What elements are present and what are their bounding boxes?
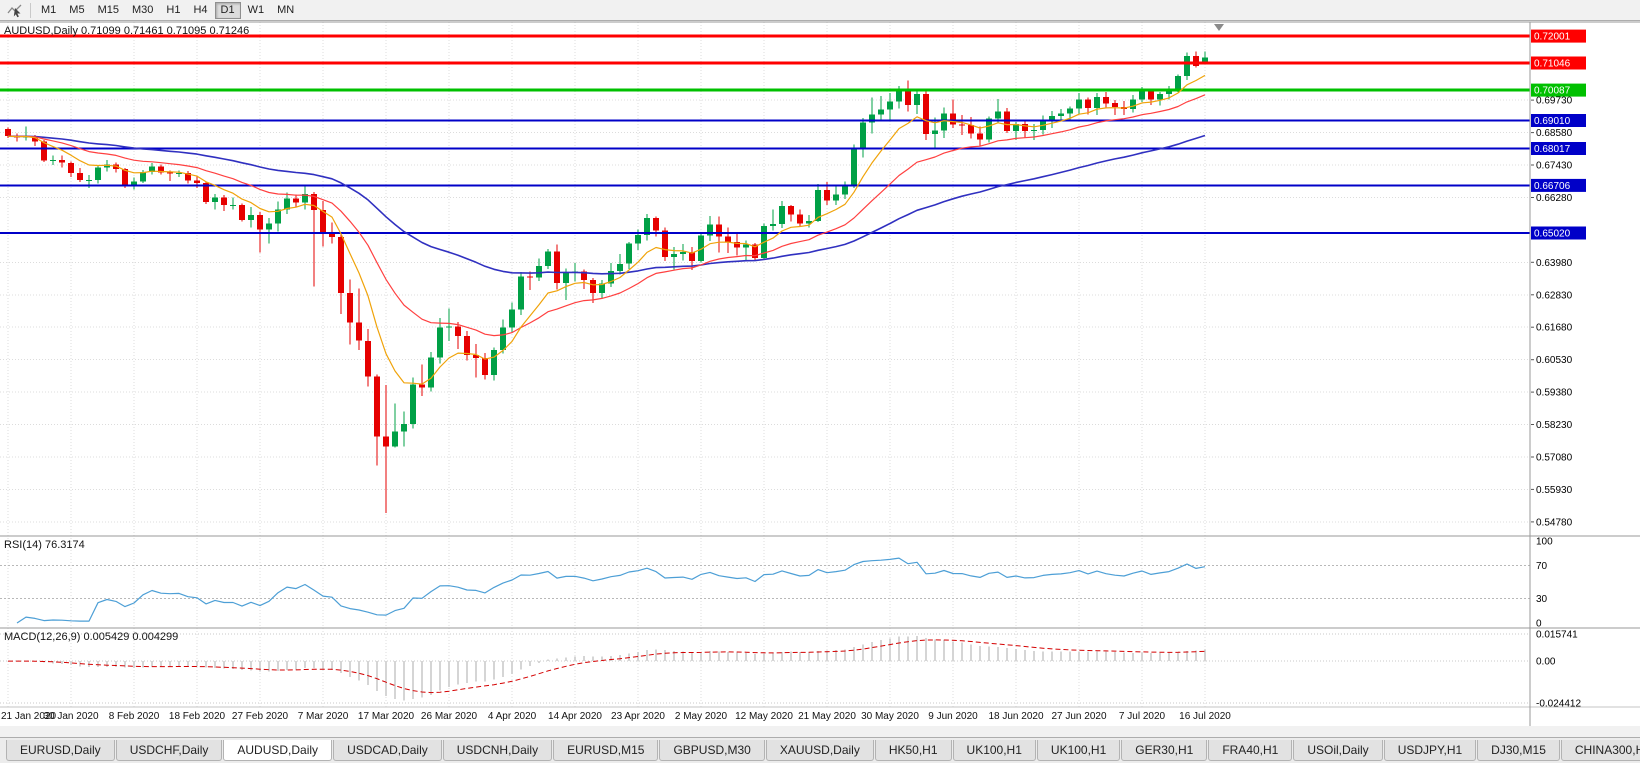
chart-tab-usdcad-daily[interactable]: USDCAD,Daily (333, 740, 442, 761)
macd-indicator-label: MACD(12,26,9) 0.005429 0.004299 (4, 631, 179, 643)
timeframe-button-m5[interactable]: M5 (63, 2, 90, 19)
svg-text:0.68017: 0.68017 (1534, 144, 1571, 155)
svg-text:0.71046: 0.71046 (1534, 59, 1571, 70)
svg-text:0.54780: 0.54780 (1536, 517, 1573, 528)
chart-svg: 0.72001 0.71046 0.70087 0.69010 0.68017 0.667… (0, 21, 1640, 726)
svg-text:0.69730: 0.69730 (1536, 96, 1573, 107)
chart-tab-usdchf-daily[interactable]: USDCHF,Daily (115, 740, 223, 761)
svg-text:0.55930: 0.55930 (1536, 485, 1573, 496)
chart-area[interactable]: 0.72001 0.71046 0.70087 0.69010 0.68017 0.667… (0, 0, 1640, 726)
chart-tab-eurusd-daily[interactable]: EURUSD,Daily (6, 740, 115, 761)
svg-text:16 Jul 2020: 16 Jul 2020 (1179, 711, 1231, 722)
svg-text:9 Jun 2020: 9 Jun 2020 (928, 711, 978, 722)
chart-tab-uk100-h1[interactable]: UK100,H1 (952, 740, 1036, 761)
svg-text:26 Mar 2020: 26 Mar 2020 (421, 711, 478, 722)
svg-text:27 Jun 2020: 27 Jun 2020 (1051, 711, 1106, 722)
svg-text:0.015741: 0.015741 (1536, 630, 1578, 641)
svg-text:8 Feb 2020: 8 Feb 2020 (109, 711, 160, 722)
svg-text:0.68580: 0.68580 (1536, 128, 1573, 139)
chart-tab-dj30-m15[interactable]: DJ30,M15 (1477, 740, 1560, 761)
svg-text:0.67430: 0.67430 (1536, 161, 1573, 172)
svg-text:0.58230: 0.58230 (1536, 420, 1573, 431)
svg-text:0.66280: 0.66280 (1536, 193, 1573, 204)
svg-text:30: 30 (1536, 594, 1548, 605)
svg-text:4 Apr 2020: 4 Apr 2020 (488, 711, 537, 722)
svg-text:0.61680: 0.61680 (1536, 323, 1573, 334)
chart-tab-eurusd-m15[interactable]: EURUSD,M15 (553, 740, 659, 761)
svg-text:0.57080: 0.57080 (1536, 453, 1573, 464)
svg-text:21 Jan 2020: 21 Jan 2020 (1, 711, 56, 722)
svg-text:18 Feb 2020: 18 Feb 2020 (169, 711, 226, 722)
timeframe-button-w1[interactable]: W1 (242, 2, 271, 19)
timeframe-button-d1[interactable]: D1 (214, 1, 241, 19)
rsi-line (16, 557, 1206, 624)
status-strip (0, 726, 1640, 737)
svg-text:30 Jan 2020: 30 Jan 2020 (43, 711, 98, 722)
panel-separators (0, 21, 1640, 726)
timeframe-button-m1[interactable]: M1 (35, 2, 62, 19)
svg-text:0.63980: 0.63980 (1536, 258, 1573, 269)
svg-text:2 May 2020: 2 May 2020 (675, 711, 728, 722)
svg-text:7 Mar 2020: 7 Mar 2020 (298, 711, 349, 722)
svg-text:14 Apr 2020: 14 Apr 2020 (548, 711, 602, 722)
svg-text:0.69010: 0.69010 (1534, 116, 1571, 127)
rsi-indicator-label: RSI(14) 76.3174 (4, 539, 85, 551)
svg-text:27 Feb 2020: 27 Feb 2020 (232, 711, 289, 722)
svg-text:30 May 2020: 30 May 2020 (861, 711, 919, 722)
svg-text:17 Mar 2020: 17 Mar 2020 (358, 711, 415, 722)
svg-text:12 May 2020: 12 May 2020 (735, 711, 793, 722)
toolbar-separator (30, 2, 31, 18)
symbol-ohlc-label: AUDUSD,Daily 0.71099 0.71461 0.71095 0.7… (4, 25, 250, 37)
timeframe-toolbar: M1 M5 M15 M30 H1 H4 D1 W1 MN (0, 0, 1640, 21)
svg-text:0.62830: 0.62830 (1536, 290, 1573, 301)
macd-histogram (16, 636, 1206, 701)
chart-shift-marker-icon (1214, 24, 1224, 31)
svg-text:21 May 2020: 21 May 2020 (798, 711, 856, 722)
svg-text:7 Jul 2020: 7 Jul 2020 (1119, 711, 1166, 722)
chart-tab-ger30-h1[interactable]: GER30,H1 (1121, 740, 1208, 761)
svg-text:0.00: 0.00 (1536, 657, 1556, 668)
chart-tab-usoil-daily[interactable]: USOil,Daily (1293, 740, 1383, 761)
svg-text:0.65020: 0.65020 (1534, 229, 1571, 240)
svg-text:18 Jun 2020: 18 Jun 2020 (988, 711, 1043, 722)
chart-tab-uk100-h1[interactable]: UK100,H1 (1036, 740, 1121, 761)
chart-tab-gbpusd-m30[interactable]: GBPUSD,M30 (659, 740, 765, 761)
svg-text:0.60530: 0.60530 (1536, 355, 1573, 366)
chart-cursor-icon[interactable] (4, 2, 26, 19)
svg-text:0.66706: 0.66706 (1534, 181, 1571, 192)
svg-text:70: 70 (1536, 561, 1548, 572)
svg-text:0: 0 (1536, 619, 1542, 630)
svg-text:100: 100 (1536, 537, 1553, 548)
timeframe-button-m30[interactable]: M30 (126, 2, 159, 19)
support-resistance-lines[interactable] (0, 34, 1530, 234)
chart-tab-xauusd-daily[interactable]: XAUUSD,Daily (765, 740, 874, 761)
macd-signal-line (8, 639, 1206, 694)
svg-text:-0.024412: -0.024412 (1536, 699, 1581, 710)
timeframe-button-h1[interactable]: H1 (160, 2, 186, 19)
moving-average-lines (7, 74, 1206, 385)
svg-text:0.59380: 0.59380 (1536, 388, 1573, 399)
svg-text:0.72001: 0.72001 (1534, 32, 1571, 43)
chart-tabs-bar: EURUSD,Daily USDCHF,Daily AUDUSD,Daily USDC… (0, 737, 1640, 763)
svg-text:23 Apr 2020: 23 Apr 2020 (611, 711, 665, 722)
timeframe-button-h4[interactable]: H4 (187, 2, 213, 19)
chart-tab-usdcnh-daily[interactable]: USDCNH,Daily (442, 740, 553, 761)
chart-tab-hk50-h1[interactable]: HK50,H1 (874, 740, 952, 761)
chart-tab-audusd-daily[interactable]: AUDUSD,Daily (223, 740, 333, 761)
timeframe-button-mn[interactable]: MN (271, 2, 300, 19)
price-axis-labels: 0.72001 0.71046 0.70087 0.69010 0.68017 0.667… (1531, 29, 1586, 710)
chart-tab-usdjpy-h1[interactable]: USDJPY,H1 (1383, 740, 1477, 761)
grid-layer (0, 22, 1530, 707)
svg-text:0.70087: 0.70087 (1534, 86, 1571, 97)
timeframe-button-m15[interactable]: M15 (92, 2, 125, 19)
chart-tab-fra40-h1[interactable]: FRA40,H1 (1208, 740, 1293, 761)
chart-tab-china300-h4[interactable]: CHINA300,H4 (1560, 740, 1640, 761)
